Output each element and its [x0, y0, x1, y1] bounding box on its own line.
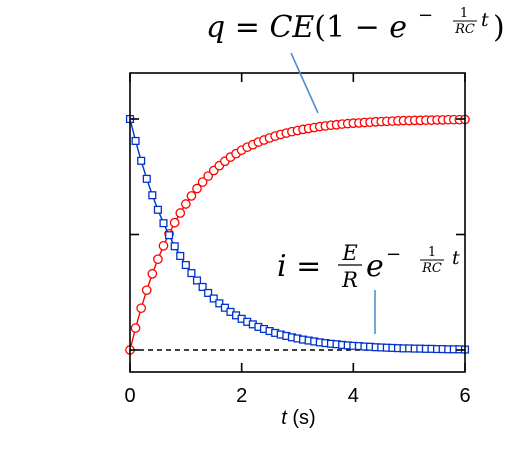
series-i-point-10 [181, 260, 190, 270]
series-i-point-2 [137, 156, 146, 165]
eq-q-frac-den: RC [454, 22, 475, 37]
equation-q-main: q = CE(1 − e [206, 10, 407, 45]
x-tick-label-1: 2 [236, 385, 247, 407]
eq-q-paren: (1 − [314, 10, 389, 45]
equation-q: q = CE(1 − e − 1 RC t ) [206, 5, 505, 114]
series-q-point-9 [175, 208, 186, 218]
x-tick-label-0: 0 [124, 385, 135, 407]
series-q-point-8 [169, 217, 180, 228]
series-q-point-6 [158, 240, 169, 251]
series-i-point-8 [170, 242, 179, 251]
eq-q-lhs: q [206, 10, 225, 45]
eq-q-exp-base: e [389, 10, 407, 45]
series-q-point-11 [186, 191, 197, 201]
eq-q-exp-minus: − [418, 5, 433, 26]
eq-i-equals: = [287, 249, 322, 284]
eq-i-frac-num: E [341, 241, 357, 265]
series-q-point-4 [147, 268, 158, 279]
series-i-point-4 [148, 191, 157, 200]
series-current-i [125, 114, 470, 354]
eq-i-exp-t: t [452, 247, 460, 269]
series-q-point-10 [180, 199, 191, 209]
plot-frame [129, 72, 466, 373]
eq-q-equals: = [225, 10, 269, 45]
series-q-line [129, 118, 466, 351]
series-q-point-1 [130, 323, 141, 333]
series-i-point-16 [215, 299, 224, 308]
series-i-point-9 [176, 251, 185, 261]
equation-i-main: i = [277, 249, 321, 284]
x-tick-label-2: 4 [348, 385, 359, 407]
eq-i-frac-den: R [341, 268, 358, 292]
eq-i-frac2-num: 1 [428, 245, 436, 260]
eq-q-close: ) [493, 10, 505, 45]
equation-q-leader [290, 52, 319, 114]
equation-i: i = E R e − 1 RC t [277, 241, 460, 334]
series-i-point-1 [131, 136, 140, 145]
series-i-point-11 [187, 269, 196, 278]
series-i-point-12 [192, 276, 202, 285]
series-i-point-5 [153, 205, 162, 214]
x-axis-variable: t [281, 407, 288, 429]
series-i-point-15 [209, 294, 218, 303]
eq-q-ce: CE [269, 10, 314, 45]
series-q-point-14 [203, 171, 214, 181]
x-axis-unit: (s) [287, 407, 316, 429]
eq-i-exp-minus: − [386, 244, 401, 265]
series-q-point-13 [197, 177, 208, 187]
series-i-line [129, 118, 466, 351]
series-i-point-17 [220, 303, 229, 312]
x-tick-labels: 0 2 4 6 [124, 385, 470, 407]
x-tick-label-3: 6 [459, 385, 470, 407]
eq-q-frac-num: 1 [460, 6, 468, 21]
series-q-point-5 [153, 254, 163, 265]
series-i-point-6 [159, 219, 168, 228]
series-i-point-14 [204, 288, 213, 297]
axis-ticks [129, 73, 466, 372]
eq-i-exp-base: e [366, 249, 384, 284]
eq-q-exp-t: t [481, 9, 489, 31]
x-axis-title: t (s) [281, 407, 315, 429]
series-i-point-13 [198, 282, 207, 291]
series-q-point-3 [141, 285, 152, 296]
series-q-point-12 [192, 183, 202, 194]
eq-i-frac2-den: RC [421, 261, 442, 276]
series-i-point-7 [165, 231, 174, 240]
series-charge-q [125, 114, 470, 355]
series-i-point-3 [142, 174, 151, 183]
series-q-point-2 [136, 303, 147, 314]
eq-i-lhs: i [277, 249, 287, 284]
